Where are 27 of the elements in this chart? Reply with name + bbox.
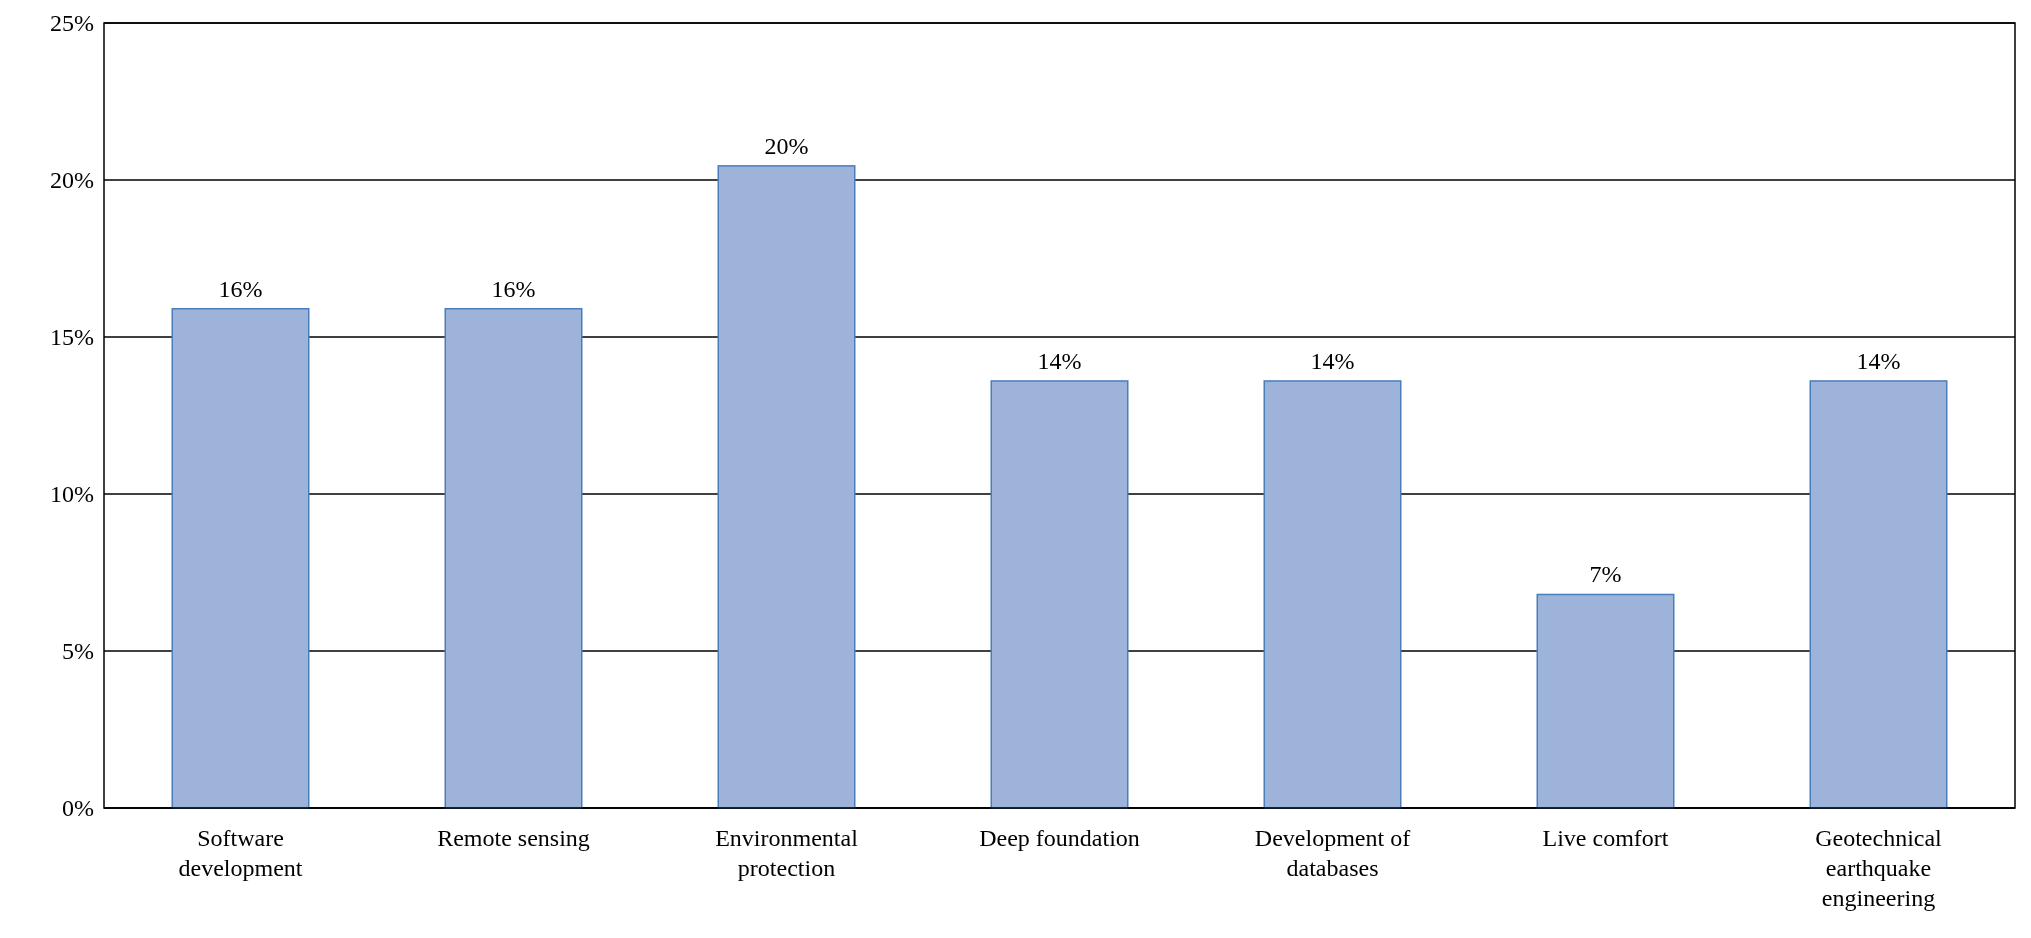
bar xyxy=(171,307,310,809)
y-tick-label: 5% xyxy=(62,638,94,665)
y-tick-label: 25% xyxy=(50,10,94,37)
y-tick-label: 15% xyxy=(50,324,94,351)
x-tick-label: Live comfort xyxy=(1542,825,1669,851)
data-label: 14% xyxy=(1310,347,1355,374)
x-tick-label: Deep foundation xyxy=(979,825,1140,851)
bar xyxy=(990,380,1129,809)
x-tick-label: Software development xyxy=(178,825,303,881)
data-label: 14% xyxy=(1856,347,1901,374)
bar xyxy=(717,165,856,809)
data-label: 20% xyxy=(764,132,809,159)
data-label: 7% xyxy=(1589,561,1622,588)
x-tick-label: Environmental protection xyxy=(715,825,859,881)
y-tick-label: 10% xyxy=(50,481,94,508)
bar xyxy=(444,307,583,809)
bar xyxy=(1536,593,1675,809)
x-tick-label: Development of databases xyxy=(1254,825,1411,881)
y-tick-label: 20% xyxy=(50,167,94,194)
x-tick-label: Geotechnical earthquake engineering xyxy=(1815,825,1943,911)
bar xyxy=(1809,380,1948,809)
y-tick-label: 0% xyxy=(62,795,94,822)
data-label: 16% xyxy=(218,275,263,302)
x-tick-label: Remote sensing xyxy=(437,825,590,851)
data-label: 14% xyxy=(1037,347,1082,374)
bar xyxy=(1263,380,1402,809)
data-label: 16% xyxy=(491,275,536,302)
